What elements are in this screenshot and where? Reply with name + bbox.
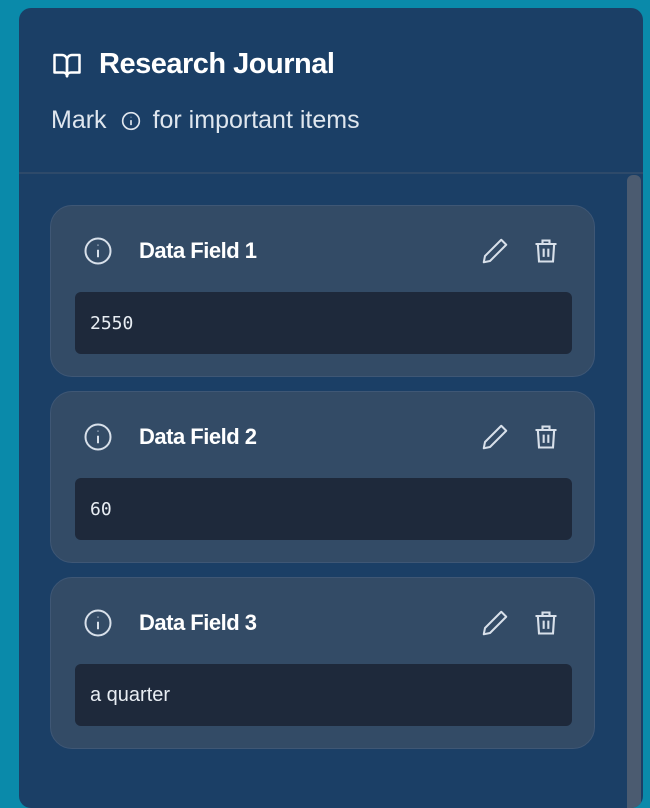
title-text: Research Journal: [99, 48, 335, 80]
subtitle-after: for important items: [152, 106, 360, 134]
subtitle-before: Mark: [51, 106, 107, 134]
data-field-3-input[interactable]: [75, 664, 572, 726]
trash-icon[interactable]: [532, 236, 560, 266]
info-icon: [121, 111, 140, 130]
page-title: Research Journal: [51, 48, 335, 81]
info-icon[interactable]: [83, 608, 113, 638]
pencil-icon[interactable]: [480, 236, 510, 266]
field-label: Data Field 2: [139, 424, 257, 449]
trash-icon[interactable]: [532, 608, 560, 638]
pencil-icon[interactable]: [480, 422, 510, 452]
info-icon[interactable]: [83, 422, 113, 452]
scrollbar[interactable]: [627, 175, 641, 808]
data-field-2-input[interactable]: [75, 478, 572, 540]
research-journal-panel: Research Journal Mark for important item…: [19, 8, 643, 808]
book-open-icon: [53, 53, 81, 77]
data-field-card: Data Field 1: [50, 205, 595, 377]
field-label: Data Field 1: [139, 238, 257, 263]
subtitle: Mark for important items: [51, 106, 360, 135]
data-field-card: Data Field 3: [50, 577, 595, 749]
data-field-1-input[interactable]: [75, 292, 572, 354]
field-label: Data Field 3: [139, 610, 257, 635]
info-icon[interactable]: [83, 236, 113, 266]
pencil-icon[interactable]: [480, 608, 510, 638]
trash-icon[interactable]: [532, 422, 560, 452]
panel-header: Research Journal Mark for important item…: [19, 8, 643, 174]
data-field-card: Data Field 2: [50, 391, 595, 563]
